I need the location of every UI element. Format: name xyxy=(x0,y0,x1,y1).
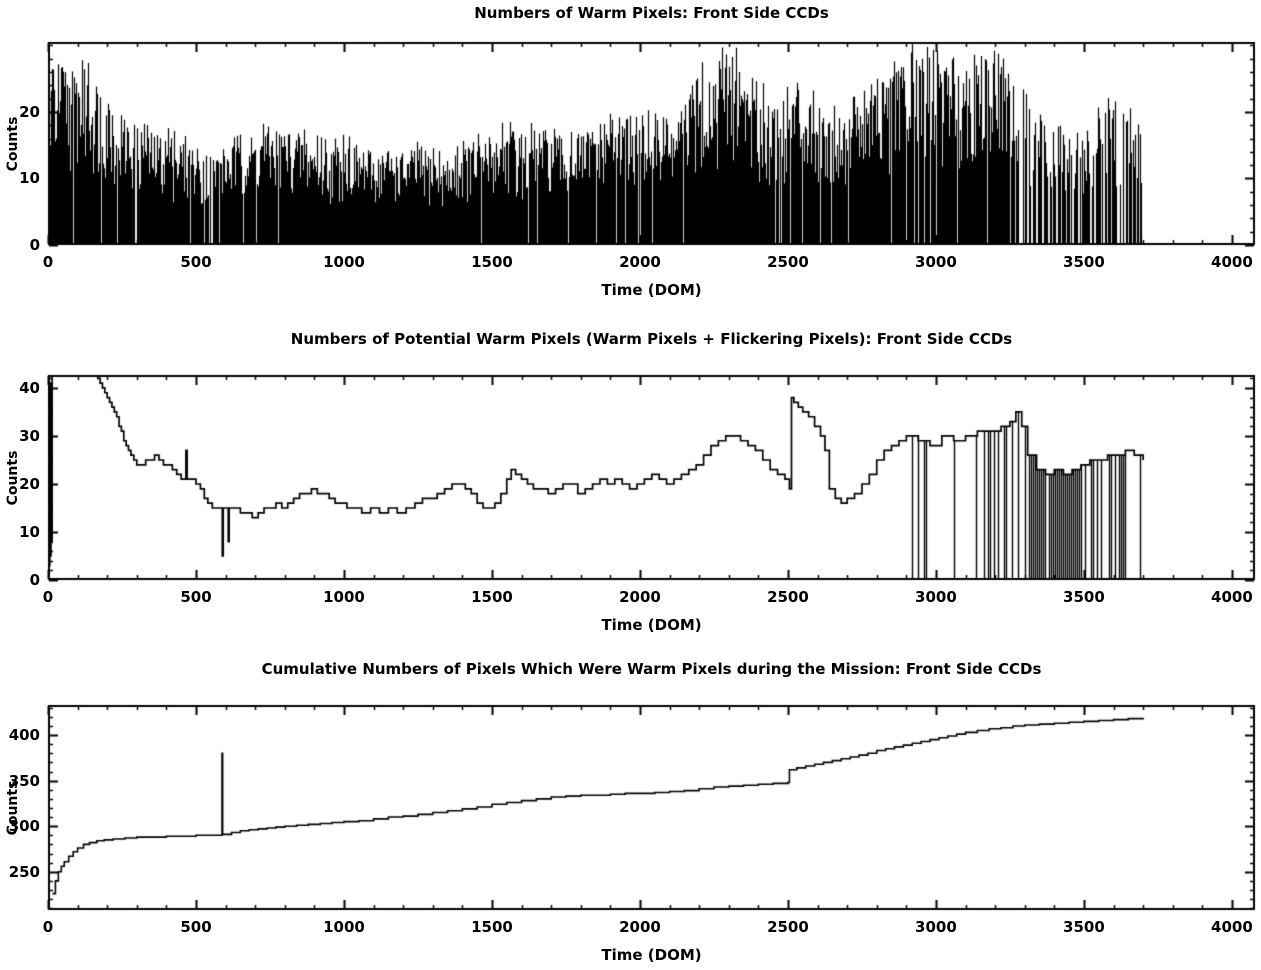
chart2-title: Numbers of Potential Warm Pixels (Warm P… xyxy=(290,330,1013,348)
y-tick-label-350: 350 xyxy=(8,771,40,790)
x-tick-label-2500: 2500 xyxy=(767,253,809,271)
y-tick-label-0: 0 xyxy=(29,236,40,254)
x-tick-label-1500: 1500 xyxy=(471,588,513,606)
x-tick-label-500: 500 xyxy=(180,253,212,271)
chart2-xaxis-label: Time (DOM) xyxy=(601,616,702,634)
chart3-xaxis-label: Time (DOM) xyxy=(601,946,702,964)
y-tick-label-250: 250 xyxy=(8,862,40,881)
y-tick-label-0: 0 xyxy=(29,571,40,589)
x-tick-label-1500: 1500 xyxy=(471,253,513,271)
y-tick-label-20: 20 xyxy=(19,474,40,493)
y-tick-label-10: 10 xyxy=(19,169,40,188)
y-tick-label-300: 300 xyxy=(8,817,40,836)
chart1-xaxis-label: Time (DOM) xyxy=(601,281,702,299)
x-tick-label-3500: 3500 xyxy=(1063,918,1105,936)
x-tick-label-2500: 2500 xyxy=(767,918,809,936)
y-tick-label-400: 400 xyxy=(8,726,40,745)
chart1-title: Numbers of Warm Pixels: Front Side CCDs xyxy=(474,4,829,22)
y-tick-label-10: 10 xyxy=(19,522,40,541)
x-tick-label-1500: 1500 xyxy=(471,918,513,936)
x-tick-label-0: 0 xyxy=(42,588,54,606)
x-tick-label-500: 500 xyxy=(180,588,212,606)
x-tick-label-4000: 4000 xyxy=(1211,918,1253,936)
x-tick-label-3500: 3500 xyxy=(1063,253,1105,271)
x-tick-label-3000: 3000 xyxy=(915,253,957,271)
x-tick-label-4000: 4000 xyxy=(1211,253,1253,271)
x-tick-label-4000: 4000 xyxy=(1211,588,1253,606)
x-tick-label-1000: 1000 xyxy=(323,918,365,936)
x-tick-label-2500: 2500 xyxy=(767,588,809,606)
x-tick-label-1000: 1000 xyxy=(323,588,365,606)
x-tick-label-3000: 3000 xyxy=(915,918,957,936)
chart3-title: Cumulative Numbers of Pixels Which Were … xyxy=(261,660,1042,678)
x-tick-label-1000: 1000 xyxy=(323,253,365,271)
x-tick-label-3000: 3000 xyxy=(915,588,957,606)
x-tick-label-0: 0 xyxy=(42,253,54,271)
x-tick-label-3500: 3500 xyxy=(1063,588,1105,606)
y-tick-label-40: 40 xyxy=(19,378,40,397)
x-tick-label-0: 0 xyxy=(42,918,54,936)
y-tick-label-30: 30 xyxy=(19,426,40,445)
chart1-yaxis-label: Counts xyxy=(5,116,21,171)
x-tick-label-2000: 2000 xyxy=(619,918,661,936)
x-tick-label-2000: 2000 xyxy=(619,588,661,606)
x-tick-label-500: 500 xyxy=(180,918,212,936)
x-tick-label-2000: 2000 xyxy=(619,253,661,271)
y-tick-label-20: 20 xyxy=(19,102,40,121)
